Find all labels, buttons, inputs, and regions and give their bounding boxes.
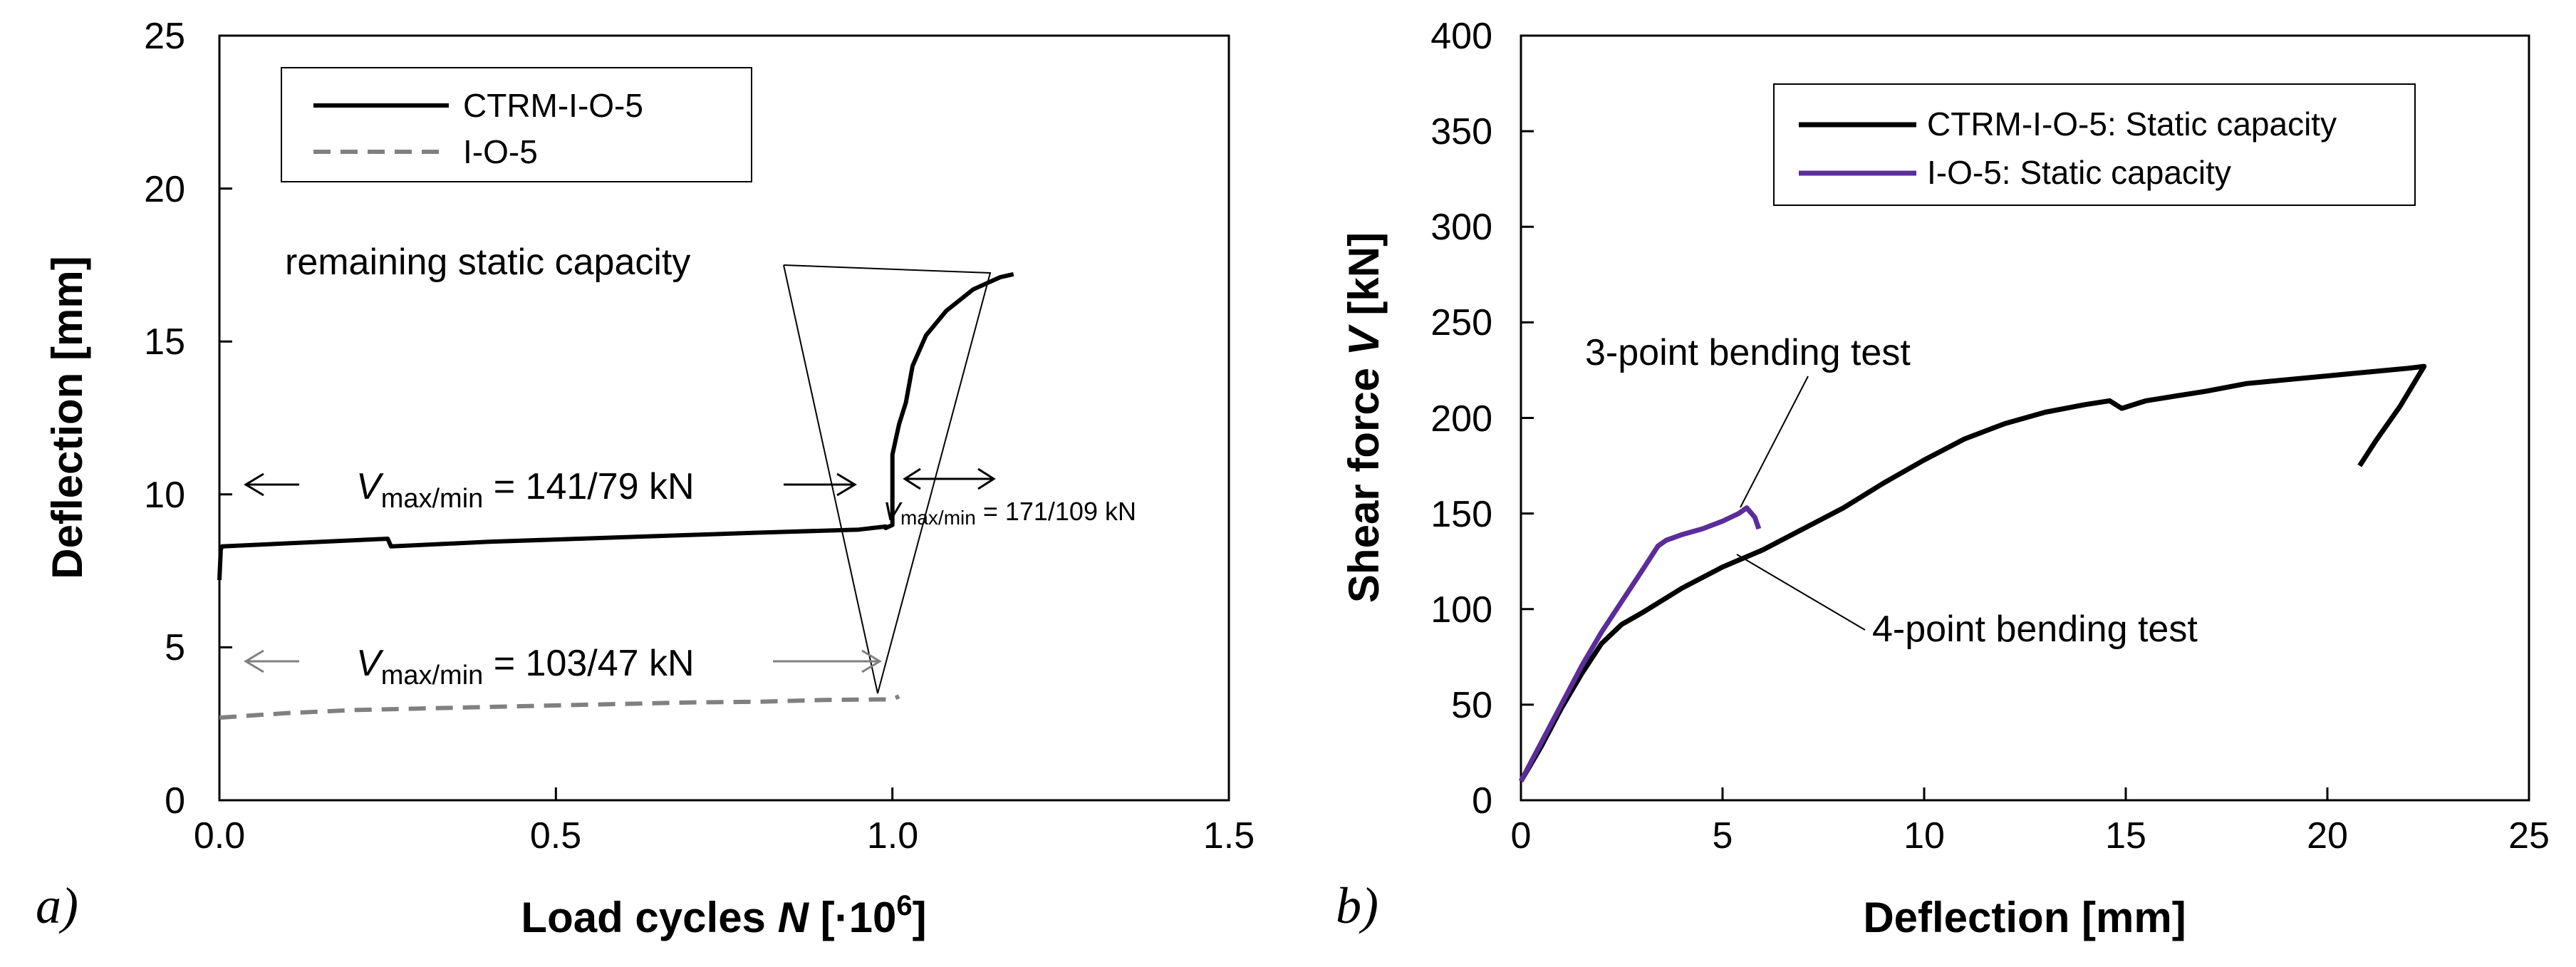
panel-a-y-axis-title: Deflection [mm] (43, 256, 91, 579)
panel-a-y-tick-labels: 0 5 10 15 20 25 (144, 16, 185, 822)
panel-a-label: a) (36, 877, 78, 934)
panel-b-y-tick-label: 100 (1430, 589, 1492, 631)
panel-b-x-tick-label: 0 (1511, 815, 1532, 857)
panel-a-y-tick-label: 0 (165, 780, 185, 822)
panel-a-annotation-v2-arrowhead-left (903, 467, 921, 490)
panel-a-plot-area (218, 34, 1230, 802)
panel-b-x-tick-label: 20 (2307, 815, 2348, 857)
panel-b-y-tick-label: 200 (1430, 398, 1492, 440)
panel-a-x-tick-label: 0.5 (530, 815, 581, 857)
panel-a-tick-marks (218, 34, 1230, 802)
panel-b-annotation-4-point-leader (1736, 554, 1866, 631)
panel-a-annotation-remaining-text: remaining static capacity (285, 242, 690, 283)
panel-a-y-tick-label: 10 (144, 475, 185, 516)
panel-b: 0 50 100 150 200 250 300 350 400 0 5 10 … (1336, 16, 2550, 941)
panel-b-x-tick-labels: 0 5 10 15 20 25 (1511, 815, 2550, 857)
panel-b-label: b) (1336, 877, 1378, 934)
panel-a-y-tick-label: 5 (165, 627, 185, 668)
panel-a-annotation-v3-arrowhead-left (244, 649, 264, 673)
panel-a-annotation-v1-arrowhead-left (244, 472, 264, 497)
panel-a-x-tick-label: 1.5 (1203, 815, 1255, 857)
panel-b-series-ctrm-static (1518, 363, 2427, 782)
panel-a: 0 5 10 15 20 25 0.0 0.5 1.0 1.5 Deflecti… (36, 16, 1255, 941)
panel-a-annotation-v3-arrowhead-right (861, 649, 882, 673)
panel-a-legend-label-ctrm: CTRM-I-O-5 (463, 87, 643, 124)
panel-b-y-tick-label: 50 (1451, 685, 1492, 726)
panel-a-annotation-v1-label: Vmax/min = 141/79 kN (356, 466, 695, 514)
panel-a-series-i-o-5 (219, 694, 900, 720)
panel-a-x-tick-label: 1.0 (867, 815, 918, 857)
panel-a-series-ctrm-i-o-5 (217, 272, 1014, 581)
panel-b-annotation-4-point-text: 4-point bending test (1872, 609, 2198, 650)
panel-b-legend-label-ctrm: CTRM-I-O-5: Static capacity (1927, 105, 2337, 143)
panel-b-annotation-3-point-leader (1740, 376, 1809, 508)
panel-a-legend-box (281, 67, 752, 182)
panel-a-legend-label-i-o-5: I-O-5 (463, 133, 538, 170)
panel-a-y-tick-label: 25 (144, 16, 185, 57)
panel-a-annotation-v1-arrowhead-right (836, 472, 857, 497)
panel-b-y-axis-title: Shear force V [kN] (1340, 232, 1388, 603)
panel-a-y-tick-label: 15 (144, 321, 185, 363)
panel-a-annotation-v2-arrowhead-right (977, 467, 996, 490)
panel-a-x-tick-labels: 0.0 0.5 1.0 1.5 (194, 815, 1255, 857)
panel-a-x-axis-title: Load cycles N [·106] (521, 890, 926, 941)
panel-b-legend: CTRM-I-O-5: Static capacity I-O-5: Stati… (1773, 83, 2416, 206)
panel-b-legend-label-i-o-5: I-O-5: Static capacity (1927, 154, 2231, 191)
panel-b-annotation-3-point: 3-point bending test (1585, 332, 1911, 508)
panel-b-x-tick-label: 10 (1904, 815, 1945, 857)
panel-b-y-tick-labels: 0 50 100 150 200 250 300 350 400 (1430, 16, 1492, 822)
panel-a-y-tick-label: 20 (144, 169, 185, 210)
panel-a-x-tick-label: 0.0 (194, 815, 245, 857)
panel-a-annotation-v1: Vmax/min = 141/79 kN (244, 466, 857, 514)
panel-a-annotation-v2-label: Vmax/min = 171/109 kN (883, 497, 1136, 529)
panel-b-y-tick-label: 150 (1430, 494, 1492, 535)
panel-b-series-i-o-5-static (1518, 505, 1762, 782)
panel-b-y-tick-label: 300 (1430, 207, 1492, 248)
panel-b-y-tick-label: 400 (1430, 16, 1492, 57)
panel-b-y-tick-label: 250 (1430, 302, 1492, 343)
panel-b-x-axis-title: Deflection [mm] (1863, 894, 2186, 941)
panel-b-x-tick-label: 15 (2105, 815, 2146, 857)
panel-b-x-tick-label: 5 (1713, 815, 1733, 857)
panel-a-annotation-v3-label: Vmax/min = 103/47 kN (356, 643, 695, 691)
panel-a-annotation-v3: Vmax/min = 103/47 kN (244, 643, 882, 691)
panel-b-legend-box (1773, 83, 2416, 206)
panel-b-y-tick-label: 350 (1430, 111, 1492, 152)
panel-a-annotation-remaining: remaining static capacity (285, 242, 992, 694)
panel-b-y-tick-label: 0 (1472, 780, 1492, 822)
panel-b-x-tick-label: 25 (2508, 815, 2550, 857)
panel-b-tick-marks (1520, 34, 2530, 802)
panel-a-annotation-v2: Vmax/min = 171/109 kN (883, 467, 1136, 529)
panel-a-annotation-remaining-leader (783, 264, 992, 694)
panel-b-annotation-3-point-text: 3-point bending test (1585, 332, 1911, 373)
panel-b-annotation-4-point: 4-point bending test (1736, 554, 2198, 650)
panel-a-legend: CTRM-I-O-5 I-O-5 (281, 67, 752, 182)
